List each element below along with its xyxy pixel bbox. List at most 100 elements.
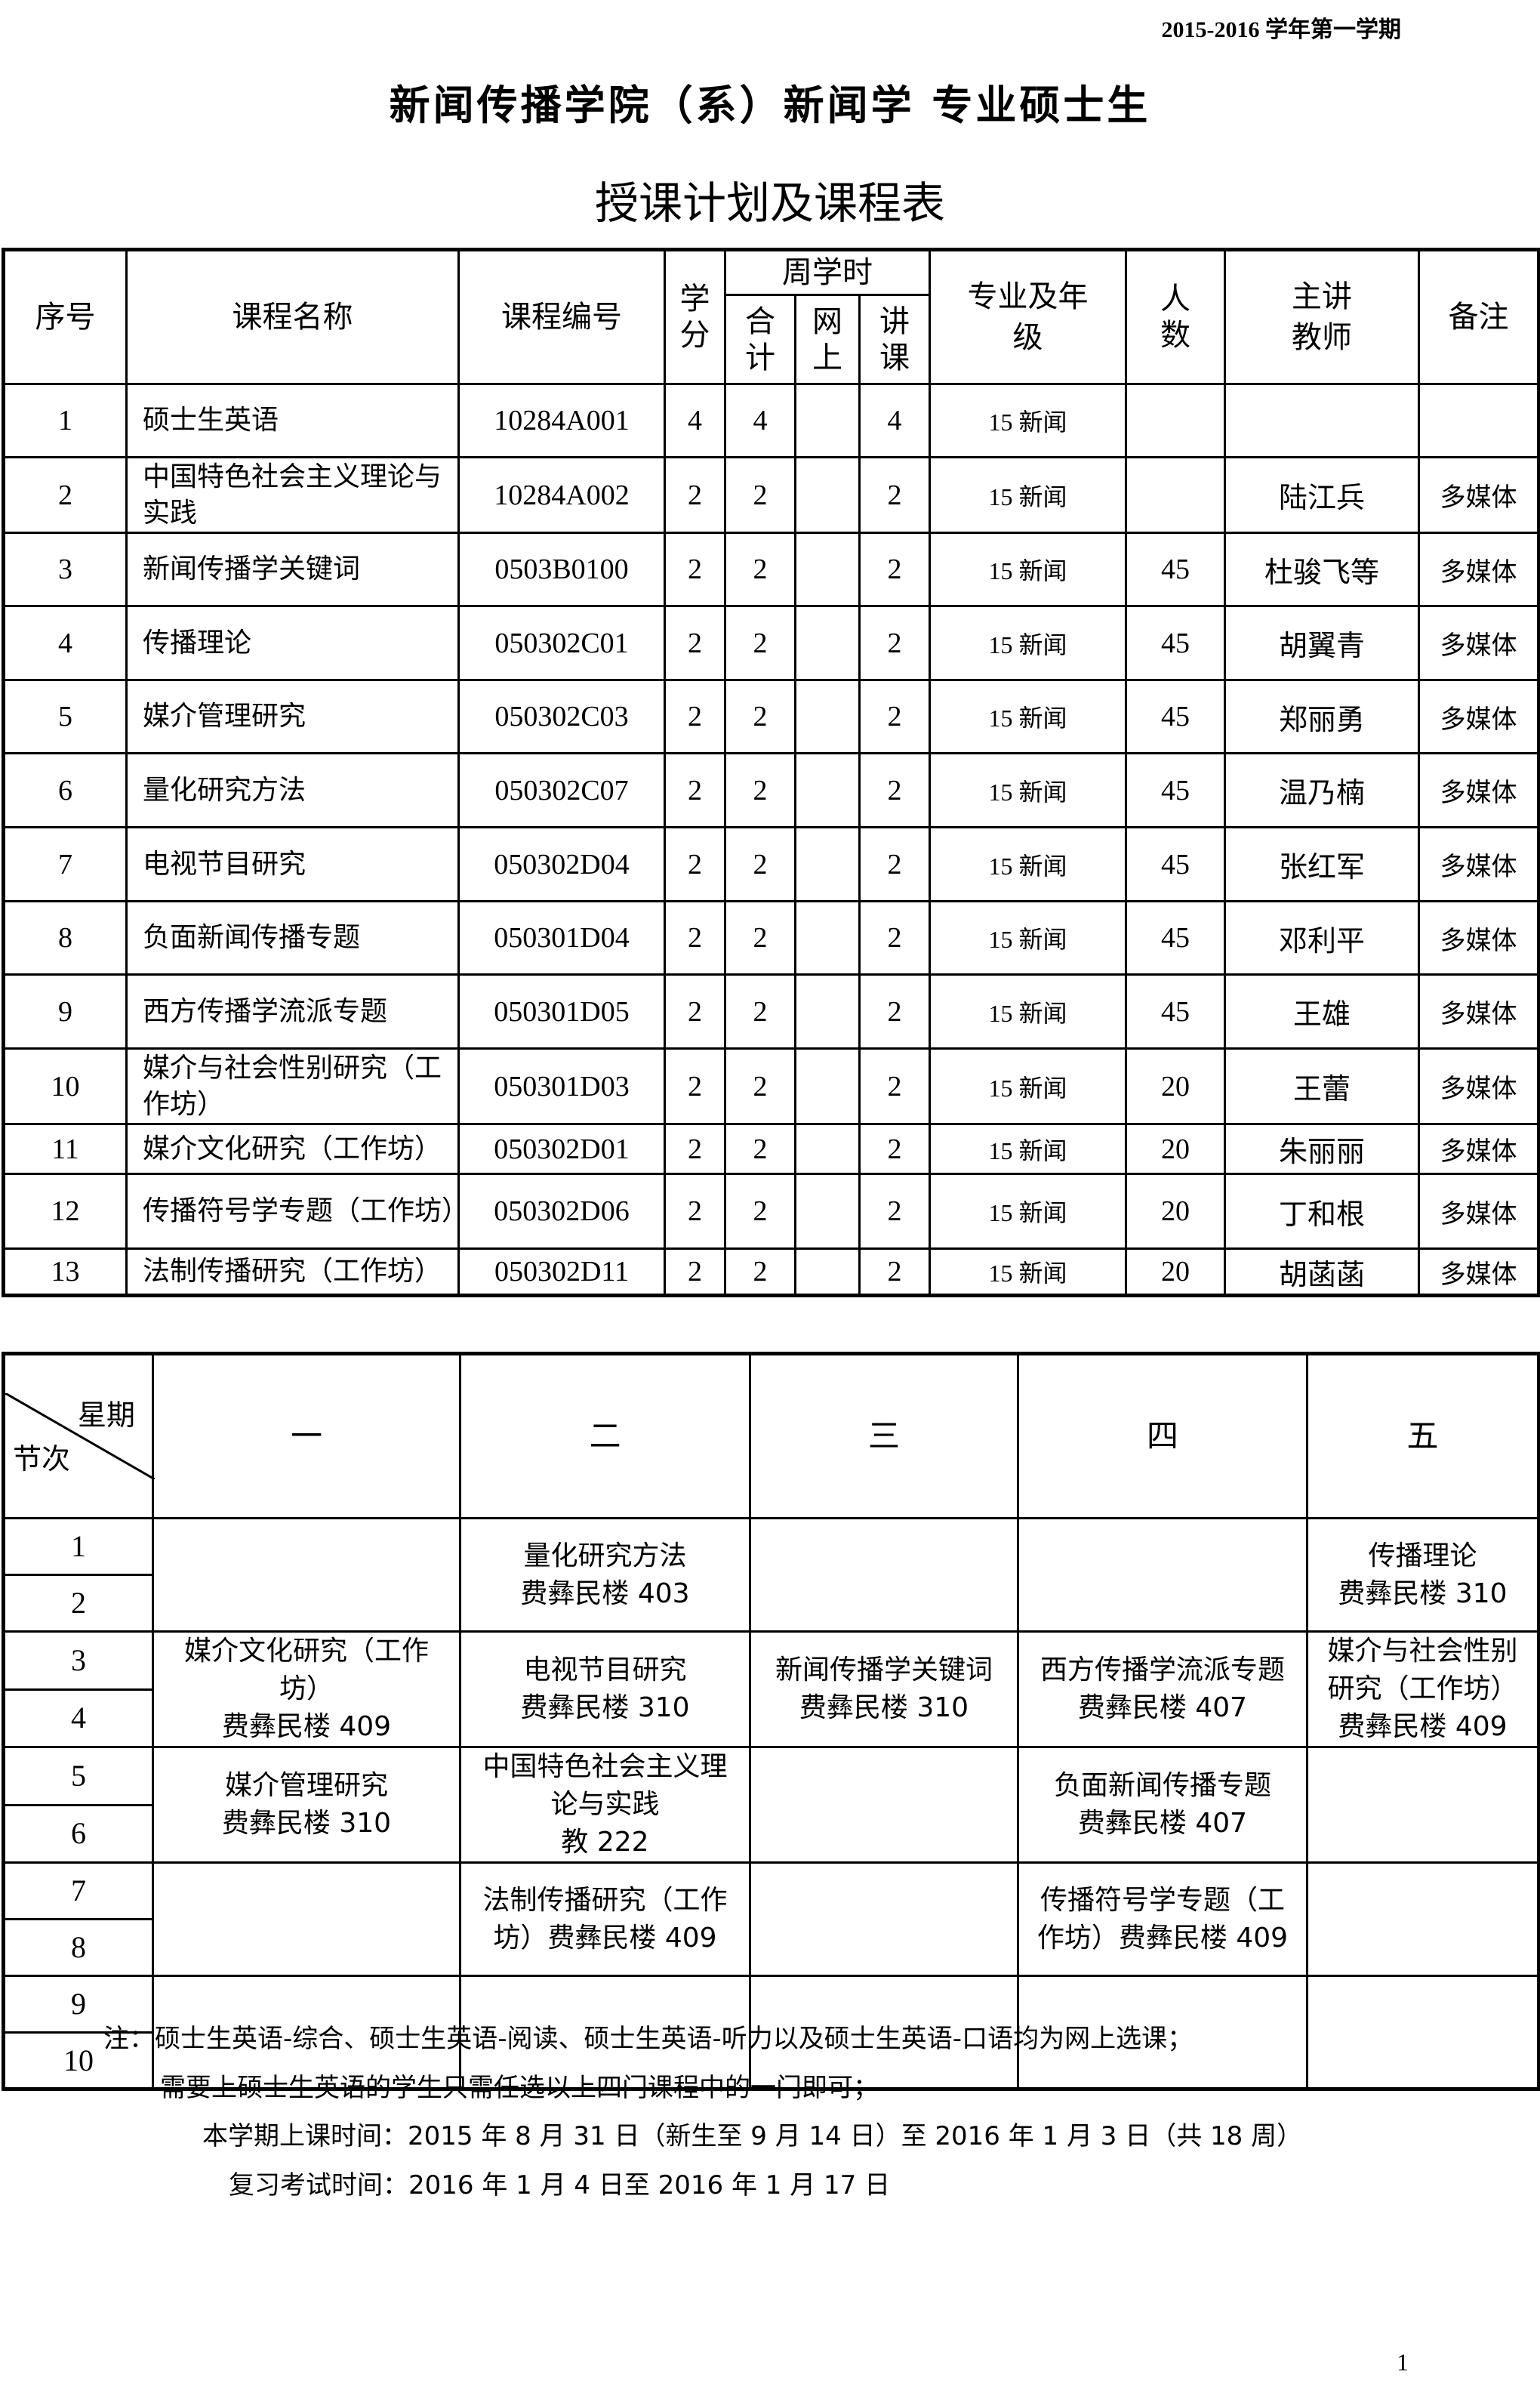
- course-total-hours: 2: [724, 752, 796, 828]
- period-number: 2: [2, 1574, 154, 1633]
- course-online-hours: [794, 1123, 861, 1175]
- header-remarks: 备注: [1418, 248, 1540, 385]
- course-total-hours: 2: [724, 1247, 796, 1297]
- course-name: 传播符号学专题（工作坊）: [125, 1173, 469, 1250]
- course-student-count: 45: [1125, 679, 1226, 754]
- course-remarks: 多媒体: [1418, 605, 1540, 681]
- schedule-row: 6: [2, 1803, 1539, 1864]
- course-name: 硕士生英语: [125, 383, 460, 458]
- course-major-grade: 15 新闻: [929, 532, 1127, 607]
- course-total-hours: 2: [724, 826, 796, 902]
- period-number: 8: [2, 1918, 154, 1977]
- course-lecture-hours: 2: [858, 1123, 931, 1175]
- period-number: 1: [2, 1517, 154, 1576]
- schedule-row: 7 法制传播研究（工作 坊）费彝民楼 409 传播符号学专题（工 作坊）费彝民楼 4…: [2, 1861, 1540, 1977]
- course-student-count: 45: [1125, 826, 1226, 902]
- course-index: 4: [2, 605, 128, 681]
- corner-period-label: 节次: [13, 1442, 71, 1476]
- course-index: 2: [2, 456, 128, 534]
- header-major-grade: 专业及年 级: [929, 248, 1127, 385]
- note-line: 复习考试时间：2016 年 1 月 4 日至 2016 年 1 月 17 日: [229, 2170, 891, 2200]
- course-online-hours: [794, 900, 861, 976]
- course-student-count: 45: [1125, 973, 1226, 1050]
- course-remarks: 多媒体: [1418, 679, 1540, 754]
- course-student-count: 20: [1125, 1247, 1226, 1297]
- course-total-hours: 2: [724, 679, 796, 754]
- course-student-count: [1125, 383, 1226, 458]
- course-credits: 2: [664, 1123, 726, 1175]
- course-credits: 2: [664, 679, 726, 754]
- course-credits: 2: [664, 605, 726, 681]
- course-row: 12 传播符号学专题（工作坊） 050302D06 2 2 2 15 新闻 20 丁和根 多媒体: [2, 1173, 1540, 1250]
- course-major-grade: 15 新闻: [929, 1123, 1127, 1175]
- course-online-hours: [794, 383, 861, 458]
- course-remarks: 多媒体: [1418, 826, 1540, 902]
- course-student-count: [1125, 456, 1226, 534]
- course-teacher: 杜骏飞等: [1224, 532, 1420, 607]
- note-line: 本学期上课时间：2015 年 8 月 31 日（新生至 9 月 14 日）至 2…: [202, 2121, 1303, 2151]
- schedule-row: 2: [2, 1574, 1539, 1633]
- course-online-hours: [794, 752, 861, 828]
- course-student-count: 45: [1125, 605, 1226, 681]
- course-credits: 2: [664, 1247, 726, 1297]
- course-lecture-hours: 2: [858, 900, 931, 976]
- course-major-grade: 15 新闻: [929, 1173, 1127, 1250]
- course-teacher: 王雄: [1224, 973, 1420, 1050]
- course-major-grade: 15 新闻: [929, 383, 1127, 458]
- course-teacher: 胡菡菡: [1224, 1247, 1420, 1297]
- course-row: 6 量化研究方法 050302C07 2 2 2 15 新闻 45 温乃楠 多媒体: [2, 752, 1540, 828]
- course-remarks: 多媒体: [1418, 752, 1540, 828]
- corner-day-label: 星期: [77, 1399, 135, 1432]
- course-index: 7: [2, 826, 128, 902]
- course-name: 媒介管理研究: [125, 679, 460, 754]
- course-teacher: 丁和根: [1224, 1173, 1420, 1250]
- course-code: 050301D03: [457, 1047, 666, 1125]
- course-name: 西方传播学流派专题: [125, 973, 460, 1050]
- course-credits: 2: [664, 973, 726, 1050]
- schedule-cell: [749, 1517, 1019, 1633]
- course-lecture-hours: 4: [858, 383, 931, 458]
- header-lecture-hours: 讲 课: [858, 294, 931, 385]
- course-code: 10284A002: [457, 456, 666, 534]
- schedule-cell: [1306, 1975, 1540, 2090]
- course-major-grade: 15 新闻: [929, 679, 1127, 754]
- schedule-cell: 量化研究方法 费彝民楼 403: [459, 1517, 751, 1633]
- course-online-hours: [794, 1247, 861, 1297]
- course-index: 11: [2, 1123, 128, 1175]
- header-index: 序号: [2, 248, 128, 385]
- course-total-hours: 4: [724, 383, 796, 458]
- header-course-name: 课程名称: [125, 248, 460, 385]
- course-lecture-hours: 2: [858, 1247, 931, 1297]
- course-student-count: 45: [1125, 900, 1226, 976]
- course-online-hours: [794, 679, 861, 754]
- diagonal-divider: [5, 1393, 155, 1479]
- schedule-row: 9: [2, 1975, 1540, 2090]
- course-major-grade: 15 新闻: [929, 826, 1127, 902]
- course-name: 媒介与社会性别研究（工作坊）: [125, 1047, 460, 1125]
- course-lecture-hours: 2: [858, 973, 931, 1050]
- course-major-grade: 15 新闻: [929, 605, 1127, 681]
- course-teacher: 温乃楠: [1224, 752, 1420, 828]
- course-major-grade: 15 新闻: [929, 900, 1127, 976]
- period-number: 7: [2, 1861, 154, 1920]
- course-code: 050301D04: [457, 900, 666, 976]
- course-plan-table: 序号 课程名称 课程编号 学 分 周学时 专业及年 级 人 数 主讲 教师 备注…: [2, 248, 1540, 1297]
- course-code: 050302D04: [457, 826, 666, 902]
- schedule-cell: [1306, 1861, 1540, 1977]
- note-line: 需要上硕士生英语的学生只需任选以上四门课程中的一门即可；: [160, 2073, 879, 2103]
- course-teacher: 邓利平: [1224, 900, 1420, 976]
- course-major-grade: 15 新闻: [929, 1247, 1127, 1297]
- period-number: 10: [2, 2031, 154, 2090]
- course-credits: 2: [664, 826, 726, 902]
- course-lecture-hours: 2: [858, 605, 931, 681]
- course-code: 0503B0100: [457, 532, 666, 607]
- header-online-hours: 网 上: [794, 294, 861, 385]
- course-credits: 2: [664, 1047, 726, 1125]
- course-total-hours: 2: [724, 605, 796, 681]
- course-index: 3: [2, 532, 128, 607]
- course-remarks: 多媒体: [1418, 900, 1540, 976]
- header-credits: 学 分: [664, 248, 726, 385]
- course-teacher: 胡翼青: [1224, 605, 1420, 681]
- course-name: 新闻传播学关键词: [125, 532, 460, 607]
- schedule-row: 4: [2, 1688, 1539, 1748]
